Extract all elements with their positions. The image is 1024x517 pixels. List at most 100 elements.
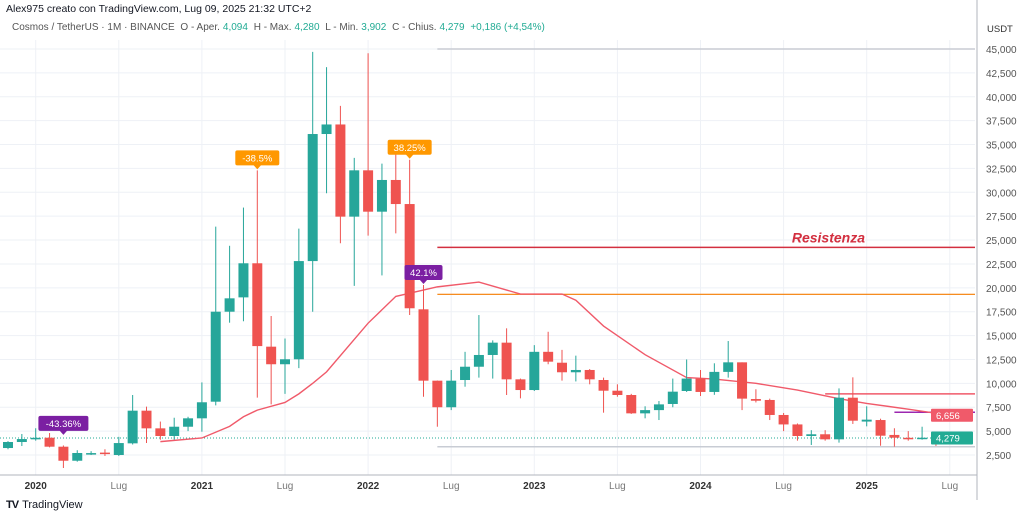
candle bbox=[681, 359, 692, 392]
y-tick-label: 35,000 bbox=[986, 141, 1017, 152]
candle bbox=[653, 401, 664, 421]
candle-body bbox=[280, 359, 290, 365]
candle bbox=[875, 418, 886, 446]
tradingview-logo[interactable]: TV TradingView bbox=[6, 499, 83, 511]
candle-body bbox=[196, 402, 207, 419]
candle-body bbox=[432, 380, 443, 408]
candle bbox=[58, 445, 69, 468]
candle bbox=[515, 378, 526, 399]
candle bbox=[335, 105, 346, 244]
candle-body bbox=[390, 179, 401, 205]
candle-body bbox=[792, 424, 803, 436]
candle bbox=[141, 406, 152, 444]
percent-annotation: -43.36% bbox=[38, 415, 89, 435]
candle-body bbox=[363, 170, 374, 212]
candle-body bbox=[349, 170, 360, 217]
candle-body bbox=[460, 366, 471, 381]
candle bbox=[321, 67, 332, 194]
candle-body bbox=[723, 362, 734, 372]
candle-body bbox=[473, 354, 484, 367]
y-tick-label: 40,000 bbox=[986, 93, 1017, 104]
candle bbox=[196, 382, 207, 432]
candle bbox=[99, 449, 110, 456]
x-tick-label: 2021 bbox=[191, 481, 214, 492]
candle-body bbox=[169, 426, 180, 436]
price-badge bbox=[931, 408, 973, 422]
candle bbox=[432, 380, 443, 427]
candle bbox=[390, 150, 401, 234]
x-tick-label: Lug bbox=[277, 481, 294, 492]
candle-body bbox=[72, 452, 83, 461]
y-tick-label: 42,500 bbox=[986, 69, 1017, 80]
candle bbox=[640, 406, 651, 419]
candle-body bbox=[750, 399, 761, 401]
candle bbox=[861, 406, 872, 427]
candle bbox=[820, 430, 831, 441]
candle-body bbox=[307, 134, 318, 262]
candle-body bbox=[764, 399, 775, 415]
x-tick-label: 2020 bbox=[25, 481, 48, 492]
candle-body bbox=[861, 419, 872, 422]
y-tick-label: 5,000 bbox=[986, 427, 1011, 438]
candle-body bbox=[141, 410, 152, 429]
candle-body bbox=[266, 346, 277, 365]
candle-body bbox=[543, 351, 554, 362]
annotation-pointer bbox=[253, 164, 262, 170]
candle-body bbox=[183, 418, 194, 427]
candle bbox=[16, 433, 27, 447]
annotation-text: -43.36% bbox=[46, 419, 82, 430]
chart-credit: Alex975 creato con TradingView.com, Lug … bbox=[6, 3, 312, 15]
candle bbox=[155, 421, 166, 440]
x-tick-label: 2024 bbox=[689, 481, 712, 492]
candle-body bbox=[321, 124, 332, 135]
percent-annotation: 38.25% bbox=[387, 139, 432, 159]
candle bbox=[224, 245, 235, 323]
candle-body bbox=[404, 204, 415, 309]
candle-body bbox=[653, 404, 664, 411]
candle bbox=[210, 226, 221, 406]
y-tick-label: 25,000 bbox=[986, 236, 1017, 247]
candle-body bbox=[335, 124, 346, 217]
candle bbox=[363, 53, 374, 236]
brand-name: TradingView bbox=[22, 499, 83, 511]
candle-body bbox=[418, 309, 429, 381]
symbol-name[interactable]: Cosmos / TetherUS · 1M · BINANCE bbox=[12, 22, 175, 33]
candle-body bbox=[626, 395, 637, 414]
y-tick-label: 22,500 bbox=[986, 260, 1017, 271]
candle-body bbox=[3, 442, 13, 449]
symbol-legend: Cosmos / TetherUS · 1M · BINANCE O - Ape… bbox=[12, 22, 548, 33]
candle-body bbox=[446, 380, 457, 408]
y-axis-unit: USDT bbox=[987, 24, 1013, 35]
candle bbox=[737, 362, 748, 411]
x-tick-label: Lug bbox=[941, 481, 958, 492]
candle bbox=[238, 207, 249, 322]
candle-body bbox=[584, 369, 595, 380]
candle-body bbox=[113, 443, 124, 455]
y-tick-label: 15,000 bbox=[986, 332, 1017, 343]
candle-body bbox=[155, 428, 166, 436]
candle bbox=[86, 451, 97, 455]
y-tick-label: 12,500 bbox=[986, 355, 1017, 366]
candle bbox=[72, 450, 83, 462]
candle bbox=[127, 395, 138, 445]
high-value: 4,280 bbox=[294, 22, 320, 33]
candle bbox=[44, 433, 55, 448]
x-tick-label: Lug bbox=[775, 481, 792, 492]
y-tick-label: 32,500 bbox=[986, 164, 1017, 175]
candle-body bbox=[376, 179, 387, 212]
candle bbox=[695, 369, 706, 396]
candle-body bbox=[99, 452, 110, 455]
candle-body bbox=[30, 437, 41, 440]
close-label: C - Chius. bbox=[392, 22, 437, 33]
annotation-box bbox=[387, 139, 432, 155]
candle-body bbox=[889, 434, 900, 438]
candle bbox=[473, 315, 484, 378]
y-tick-label: 20,000 bbox=[986, 284, 1017, 295]
annotation-text: 38.25% bbox=[394, 143, 427, 154]
candle bbox=[570, 355, 581, 382]
high-label: H - Max. bbox=[253, 22, 292, 33]
annotation-text: 42.1% bbox=[410, 268, 437, 279]
candle bbox=[293, 228, 304, 369]
candle bbox=[847, 377, 858, 424]
